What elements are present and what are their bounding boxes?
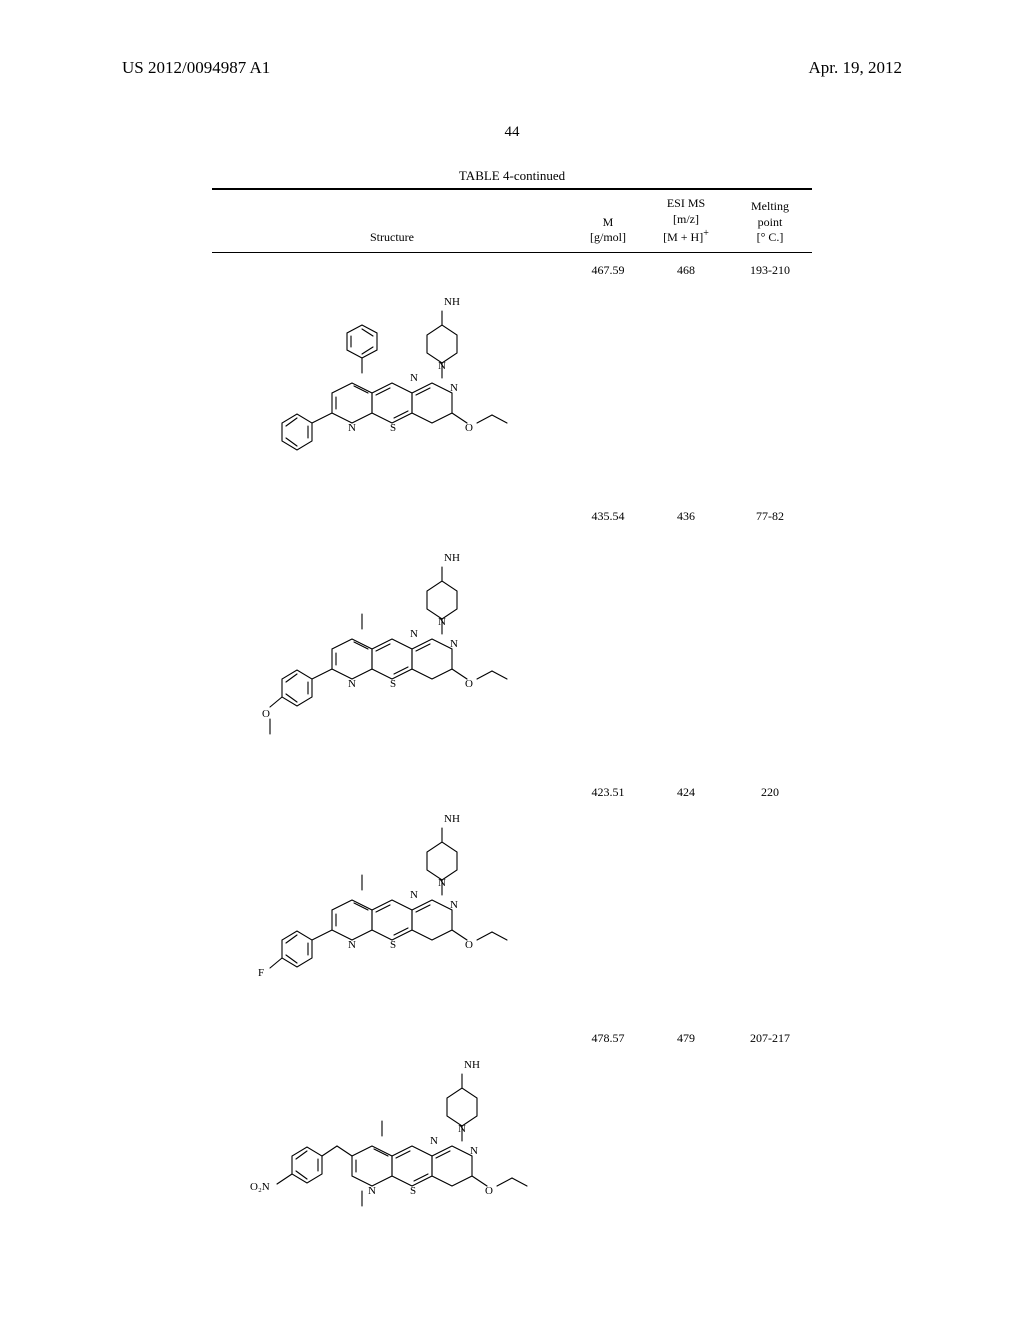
cell-mp: 207-217 [728, 1023, 812, 1249]
atom-label: F [258, 967, 264, 979]
atom-label: S [390, 422, 396, 434]
col-m-header: M [g/mol] [572, 192, 644, 250]
atom-label: N [438, 877, 446, 889]
atom-label: NH [444, 296, 460, 308]
cell-m: 467.59 [572, 255, 644, 501]
atom-label: N [410, 889, 418, 901]
col-esims-line2: [m/z] [673, 212, 699, 226]
atom-label: NH [464, 1059, 480, 1071]
table: Structure M [g/mol] ESI MS [m/z] [M + H]… [212, 192, 812, 250]
table-body: NH N N N S N O 467.59 468 193-21 [212, 255, 812, 1249]
atom-label: N [348, 422, 356, 434]
atom-label: N [368, 1185, 376, 1197]
table-caption: TABLE 4-continued [212, 168, 812, 184]
table-top-rule [212, 188, 812, 190]
atom-label: N [450, 638, 458, 650]
table-row: NH N N N S N O O₂N 478.57 [212, 1023, 812, 1249]
cell-esims: 424 [644, 777, 728, 1023]
cell-esims: 479 [644, 1023, 728, 1249]
page-header: US 2012/0094987 A1 Apr. 19, 2012 [0, 58, 1024, 86]
publication-number: US 2012/0094987 A1 [122, 58, 270, 78]
col-m-line2: [g/mol] [590, 230, 626, 244]
cell-m: 435.54 [572, 501, 644, 777]
table-head-rule [212, 252, 812, 253]
col-esims-line3: [M + H] [663, 230, 703, 244]
atom-label: O₂N [250, 1181, 270, 1193]
structure-drawing: NH N N N S N O [218, 263, 566, 493]
atom-label: S [410, 1185, 416, 1197]
atom-label: O [485, 1185, 493, 1197]
cell-m: 423.51 [572, 777, 644, 1023]
atom-label: N [458, 1123, 466, 1135]
compound-table: TABLE 4-continued Structure M [g/mol] ES… [212, 168, 812, 1249]
atom-label: N [470, 1145, 478, 1157]
cell-esims: 468 [644, 255, 728, 501]
cell-mp: 77-82 [728, 501, 812, 777]
table-row: NH N N N S N O O 435.54 [212, 501, 812, 777]
col-esims-sup: + [703, 228, 709, 239]
atom-label: NH [444, 813, 460, 825]
atom-label: N [438, 360, 446, 372]
atom-label: N [430, 1135, 438, 1147]
atom-label: S [390, 678, 396, 690]
col-mp-line3: [° C.] [757, 230, 784, 244]
atom-label: S [390, 939, 396, 951]
cell-m: 478.57 [572, 1023, 644, 1249]
publication-date: Apr. 19, 2012 [809, 58, 903, 78]
atom-label: N [438, 616, 446, 628]
atom-label: N [450, 899, 458, 911]
atom-label: N [410, 372, 418, 384]
table-head: Structure M [g/mol] ESI MS [m/z] [M + H]… [212, 192, 812, 250]
col-mp-header: Melting point [° C.] [728, 192, 812, 250]
structure-drawing: NH N N N S N O O₂N [218, 1031, 566, 1241]
atom-label: O [262, 708, 270, 720]
col-m-line1: M [603, 215, 614, 229]
atom-label: O [465, 939, 473, 951]
atom-label: O [465, 422, 473, 434]
col-mp-line2: point [758, 215, 783, 229]
col-esims-header: ESI MS [m/z] [M + H]+ [644, 192, 728, 250]
col-mp-line1: Melting [751, 199, 789, 213]
table-row: NH N N N S N O F 423.51 [212, 777, 812, 1023]
cell-esims: 436 [644, 501, 728, 777]
cell-mp: 193-210 [728, 255, 812, 501]
atom-label: N [348, 939, 356, 951]
atom-label: N [410, 628, 418, 640]
cell-mp: 220 [728, 777, 812, 1023]
structure-drawing: NH N N N S N O O [218, 509, 566, 769]
atom-label: N [450, 382, 458, 394]
atom-label: O [465, 678, 473, 690]
atom-label: NH [444, 552, 460, 564]
col-esims-line1: ESI MS [667, 196, 705, 210]
page-number: 44 [0, 124, 1024, 141]
atom-label: N [348, 678, 356, 690]
structure-drawing: NH N N N S N O F [218, 785, 566, 1015]
table-row: NH N N N S N O 467.59 468 193-21 [212, 255, 812, 501]
col-structure-header: Structure [212, 192, 572, 250]
